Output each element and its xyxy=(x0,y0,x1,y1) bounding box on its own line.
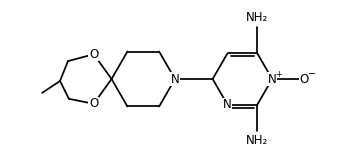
Text: N: N xyxy=(223,98,232,111)
Text: N: N xyxy=(268,73,277,85)
Text: +: + xyxy=(276,70,283,79)
Text: −: − xyxy=(308,69,316,79)
Text: O: O xyxy=(299,73,308,85)
Text: NH₂: NH₂ xyxy=(246,11,268,24)
Text: O: O xyxy=(89,48,98,61)
Text: O: O xyxy=(89,97,98,110)
Text: NH₂: NH₂ xyxy=(246,134,268,147)
Text: N: N xyxy=(171,73,179,85)
